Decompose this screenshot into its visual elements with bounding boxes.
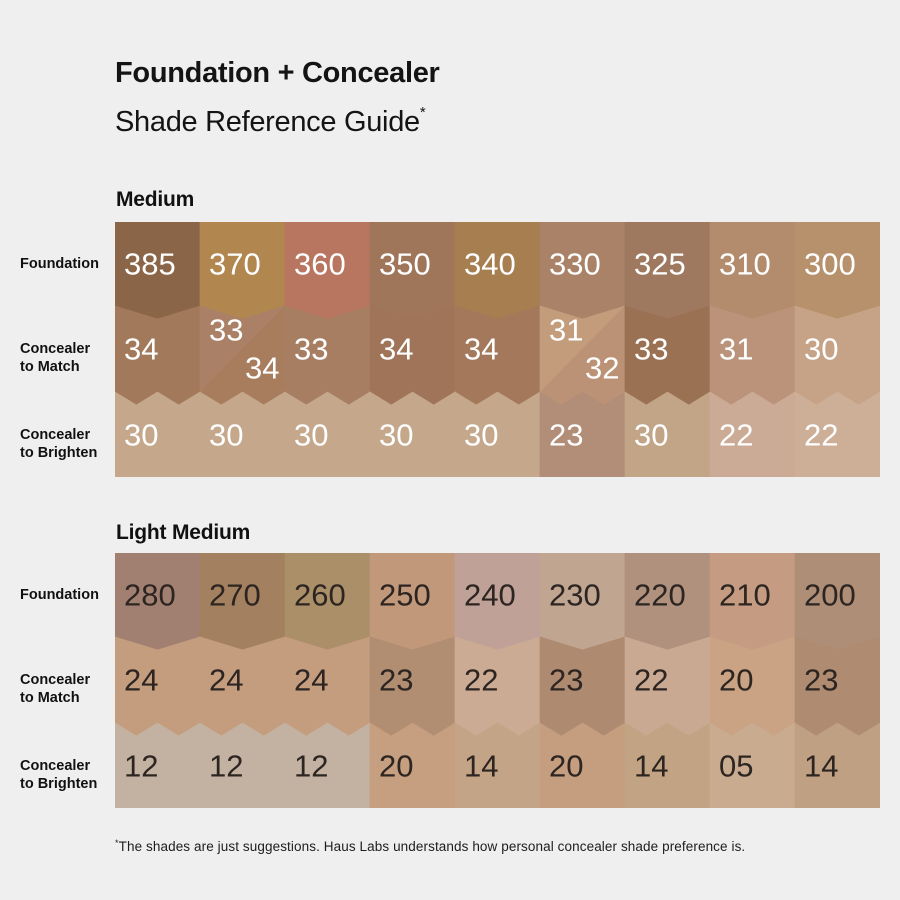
- swatch-label: 30: [464, 418, 498, 453]
- swatch-label: 330: [549, 247, 601, 282]
- swatch-label: 12: [209, 749, 243, 784]
- swatch-label: 240: [464, 578, 516, 613]
- swatch-label: 360: [294, 247, 346, 282]
- swatch-label: 34: [379, 332, 413, 367]
- swatch-05: [709, 722, 796, 808]
- swatch-label: 23: [549, 418, 583, 453]
- swatch-label: 34: [245, 351, 279, 386]
- shade-grid-light-medium: 280 270 260 250 240 230 220 210 200 24 24 24 23 22 23 2…: [115, 553, 880, 808]
- swatch-14: [454, 722, 541, 808]
- swatch-label: 31: [719, 332, 753, 367]
- swatch-label: 20: [719, 663, 753, 698]
- swatch-22: [794, 391, 880, 477]
- swatch-label: 34: [124, 332, 158, 367]
- swatch-label: 30: [379, 418, 413, 453]
- swatch-label: 31: [549, 313, 583, 348]
- swatch-label: 33: [634, 332, 668, 367]
- swatch-30: [624, 391, 711, 477]
- swatch-20: [539, 722, 626, 808]
- swatch-label: 260: [294, 578, 346, 613]
- footnote: *The shades are just suggestions. Haus L…: [115, 838, 745, 854]
- swatch-label: 350: [379, 247, 431, 282]
- section-heading-light-medium: Light Medium: [116, 521, 251, 544]
- swatch-label: 12: [294, 749, 328, 784]
- swatch-label: 05: [719, 749, 753, 784]
- swatch-label: 22: [464, 663, 498, 698]
- swatch-label: 30: [804, 332, 838, 367]
- swatch-label: 33: [294, 332, 328, 367]
- swatch-label: 14: [634, 749, 668, 784]
- swatch-label: 14: [464, 749, 498, 784]
- title-line-1: Foundation + Concealer: [115, 57, 440, 89]
- swatch-label: 24: [209, 663, 243, 698]
- swatch-label: 30: [294, 418, 328, 453]
- swatch-label: 210: [719, 578, 771, 613]
- footnote-text: The shades are just suggestions. Haus La…: [118, 839, 746, 854]
- swatch-30: [199, 391, 286, 477]
- swatch-label: 325: [634, 247, 686, 282]
- swatch-label: 30: [634, 418, 668, 453]
- swatch-label: 220: [634, 578, 686, 613]
- swatch-30: [284, 391, 371, 477]
- footnote-asterisk: *: [115, 838, 119, 848]
- swatch-label: 20: [379, 749, 413, 784]
- swatch-label: 300: [804, 247, 856, 282]
- swatch-label: 230: [549, 578, 601, 613]
- swatch-12: [115, 722, 201, 808]
- swatch-label: 280: [124, 578, 176, 613]
- swatch-label: 310: [719, 247, 771, 282]
- row-label: Concealer to Match: [20, 341, 91, 375]
- swatch-label: 385: [124, 247, 176, 282]
- swatch-label: 24: [124, 663, 158, 698]
- swatch-label: 12: [124, 749, 158, 784]
- swatch-label: 23: [804, 663, 838, 698]
- swatch-label: 33: [209, 313, 243, 348]
- row-label: Concealer to Brighten: [20, 758, 98, 792]
- swatch-label: 22: [634, 663, 668, 698]
- swatch-label: 250: [379, 578, 431, 613]
- swatch-20: [369, 722, 456, 808]
- swatch-label: 32: [585, 351, 619, 386]
- swatch-12: [199, 722, 286, 808]
- title-asterisk: *: [419, 104, 426, 121]
- row-label: Foundation: [20, 256, 99, 272]
- swatch-label: 14: [804, 749, 838, 784]
- swatch-label: 22: [804, 418, 838, 453]
- swatch-label: 22: [719, 418, 753, 453]
- swatch-22: [709, 391, 796, 477]
- swatch-label: 20: [549, 749, 583, 784]
- swatch-14: [794, 722, 880, 808]
- swatch-label: 30: [124, 418, 158, 453]
- row-label: Concealer to Brighten: [20, 427, 98, 461]
- swatch-label: 270: [209, 578, 261, 613]
- swatch-23: [539, 391, 626, 477]
- swatch-30: [115, 391, 201, 477]
- section-heading-medium: Medium: [116, 188, 195, 211]
- swatch-label: 23: [379, 663, 413, 698]
- swatch-label: 34: [464, 332, 498, 367]
- row-label: Foundation: [20, 587, 99, 603]
- swatch-30: [454, 391, 541, 477]
- row-label: Concealer to Match: [20, 672, 91, 706]
- title-line-2: Shade Reference Guide*: [115, 104, 426, 138]
- page-title: Foundation + Concealer Shade Reference G…: [115, 54, 440, 142]
- swatch-12: [284, 722, 371, 808]
- swatch-label: 30: [209, 418, 243, 453]
- swatch-label: 370: [209, 247, 261, 282]
- swatch-14: [624, 722, 711, 808]
- swatch-30: [369, 391, 456, 477]
- swatch-label: 23: [549, 663, 583, 698]
- swatch-label: 340: [464, 247, 516, 282]
- swatch-label: 24: [294, 663, 328, 698]
- swatch-label: 200: [804, 578, 856, 613]
